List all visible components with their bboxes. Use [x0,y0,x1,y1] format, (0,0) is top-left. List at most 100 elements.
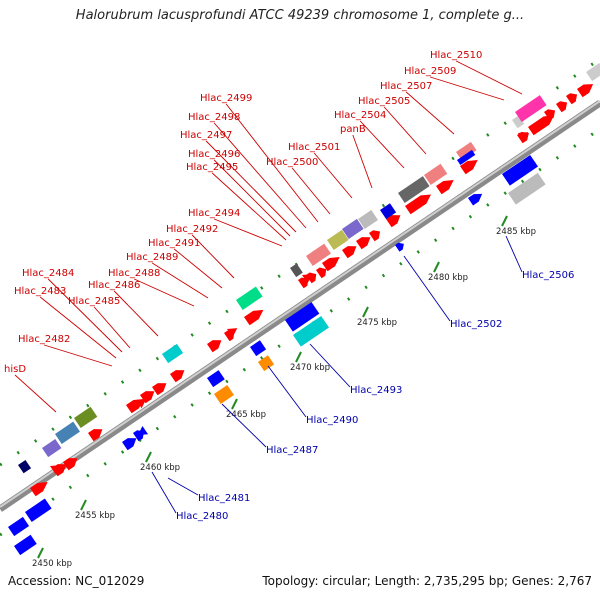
gene-block[interactable] [18,459,32,474]
gene-block[interactable] [380,203,397,220]
forward-gene-label[interactable]: Hlac_2505 [358,96,410,107]
gene-block[interactable] [55,421,80,444]
gene-block[interactable] [74,406,98,428]
gene-block[interactable] [512,115,525,129]
forward-gene-label[interactable]: Hlac_2492 [166,224,218,235]
forward-gene-label[interactable]: Hlac_2489 [126,252,178,263]
gene-arrow[interactable] [566,90,580,105]
gene-block[interactable] [250,340,267,357]
gene-block[interactable] [14,534,37,556]
gene-arrow[interactable] [244,306,266,326]
reverse-gene-label[interactable]: Hlac_2490 [306,415,358,426]
gene-arrowhead[interactable] [50,461,63,475]
gene-block[interactable] [293,315,330,347]
gene-block[interactable] [306,243,331,266]
gene-block[interactable] [207,370,225,388]
gene-block[interactable] [42,439,62,458]
gene-arrowhead[interactable] [135,425,149,439]
reverse-gene-label[interactable]: Hlac_2487 [266,445,318,456]
forward-gene-label[interactable]: Hlac_2507 [380,81,432,92]
gene-arrow[interactable] [88,425,105,442]
reverse-gene-label[interactable]: Hlac_2506 [522,270,574,281]
gene-block[interactable] [358,210,378,229]
gene-arrow[interactable] [356,233,373,250]
forward-gene-label[interactable]: panB [340,124,366,135]
chromosome-backbone [0,100,600,512]
kbp-tick-label: 2480 kbp [428,273,468,283]
forward-gene-labels: hisD Hlac_2482 Hlac_2483 Hlac_2484 Hlac_2485… [4,50,482,375]
gene-block[interactable] [508,172,546,205]
forward-gene-label[interactable]: Hlac_2497 [180,130,232,141]
forward-gene-label[interactable]: Hlac_2501 [288,142,340,153]
gene-block[interactable] [342,218,364,239]
forward-gene-label[interactable]: Hlac_2484 [22,268,74,279]
gene-block[interactable] [456,141,477,161]
reverse-gene-label[interactable]: Hlac_2493 [350,385,402,396]
forward-gene-label[interactable]: Hlac_2483 [14,286,66,297]
gene-block[interactable] [327,229,349,250]
gene-arrow[interactable] [63,454,80,471]
gene-arrow[interactable] [468,190,485,206]
forward-gene-label[interactable]: Hlac_2500 [266,157,318,168]
gene-arrow[interactable] [544,106,558,121]
gene-arrow[interactable] [405,190,434,215]
kbp-tick-label: 2455 kbp [75,511,115,521]
gene-block[interactable] [8,516,30,537]
gene-block[interactable] [25,498,52,522]
reverse-gene-label[interactable]: Hlac_2502 [450,319,502,330]
gene-arrowhead[interactable] [227,324,240,338]
gene-arrowhead[interactable] [302,270,315,284]
forward-gene-label[interactable]: Hlac_2482 [18,334,70,345]
gene-block[interactable] [424,163,448,185]
gene-arrow[interactable] [577,80,596,98]
forward-gene-label[interactable]: Hlac_2491 [148,238,200,249]
gene-arrow[interactable] [322,253,343,272]
reverse-gene-label[interactable]: Hlac_2481 [198,493,250,504]
kbp-tick-label: 2470 kbp [290,363,330,373]
gene-block[interactable] [214,385,234,404]
reverse-gene-label[interactable]: Hlac_2480 [176,511,228,522]
forward-gene-label[interactable]: Hlac_2510 [430,50,482,61]
forward-gene-label[interactable]: Hlac_2504 [334,110,386,121]
forward-gene-label[interactable]: hisD [4,364,26,375]
kbp-tick-label: 2465 kbp [226,410,266,420]
gene-arrowhead[interactable] [136,395,149,409]
gene-features[interactable] [8,63,600,556]
gene-arrow[interactable] [369,227,383,242]
gene-arrow[interactable] [207,336,224,353]
gene-arrowhead[interactable] [518,128,531,142]
gene-arrow[interactable] [152,379,169,396]
forward-gene-label[interactable]: Hlac_2494 [188,208,240,219]
forward-gene-label[interactable]: Hlac_2498 [188,112,240,123]
gene-arrow[interactable] [395,241,406,252]
gene-block[interactable] [285,302,320,332]
gene-block[interactable] [457,149,476,165]
gene-arrow[interactable] [30,478,51,497]
gene-block[interactable] [501,154,539,186]
gene-block[interactable] [398,176,430,203]
forward-gene-label[interactable]: Hlac_2488 [108,268,160,279]
forward-gene-label[interactable]: Hlac_2509 [404,66,456,77]
gene-block[interactable] [258,355,275,372]
forward-gene-label[interactable]: Hlac_2495 [186,162,238,173]
gene-arrow[interactable] [122,434,139,451]
gene-block[interactable] [290,263,303,278]
gene-arrow[interactable] [342,242,359,259]
forward-gene-label[interactable]: Hlac_2486 [88,280,140,291]
reverse-gene-labels: Hlac_2480 Hlac_2481 Hlac_2487 Hlac_2490 Hlac… [176,270,574,522]
gene-arrow[interactable] [460,156,481,175]
gene-arrow[interactable] [316,265,329,279]
gene-block[interactable] [162,343,184,364]
gene-arrow[interactable] [386,211,403,228]
gene-arrow[interactable] [528,111,557,136]
gene-arrow[interactable] [556,98,570,113]
gene-block[interactable] [586,63,600,82]
gene-block[interactable] [515,95,547,122]
forward-gene-label[interactable]: Hlac_2485 [68,296,120,307]
gene-arrow[interactable] [436,176,457,195]
forward-gene-label[interactable]: Hlac_2499 [200,93,252,104]
gene-arrow[interactable] [170,366,187,383]
forward-gene-label[interactable]: Hlac_2496 [188,149,240,160]
gene-block[interactable] [236,286,263,310]
